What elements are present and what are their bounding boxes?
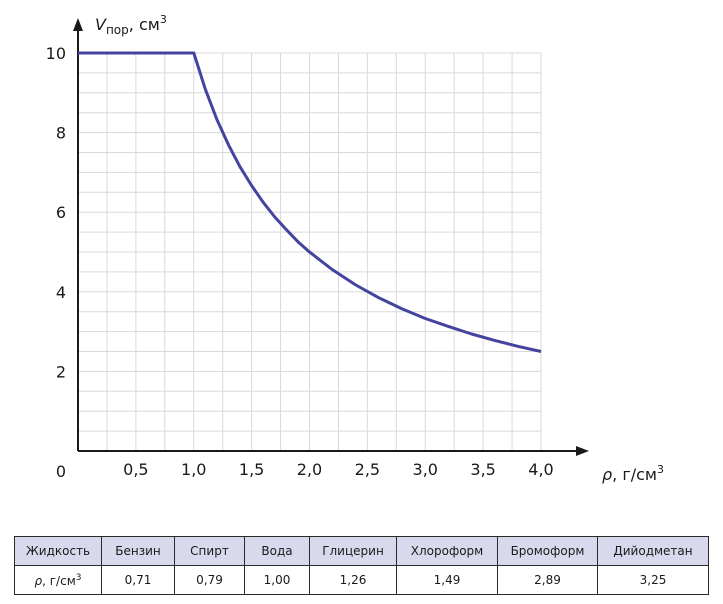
table-header-cell: Бензин — [101, 536, 175, 566]
liquid-density-table: Жидкость Бензин Спирт Вода Глицерин Хлор… — [14, 536, 709, 595]
table-cell: 1,00 — [244, 565, 310, 595]
density-unit-sup: 3 — [75, 572, 82, 583]
table-header-cell: Спирт — [174, 536, 245, 566]
x-axis-arrow — [576, 446, 589, 456]
x-tick-label: 0,5 — [123, 460, 148, 479]
table-cell: 3,25 — [597, 565, 709, 595]
table-cell: 1,26 — [309, 565, 397, 595]
chart-grid — [78, 52, 542, 451]
table-cell: 0,79 — [174, 565, 245, 595]
x-tick-label: 4,0 — [528, 460, 553, 479]
density-volume-chart: 0,5 1,0 1,5 2,0 2,5 3,0 3,5 4,0 2 4 6 8 10 0 Vпор, с… — [46, 13, 664, 484]
table-row-label: ρ, г/см3 — [14, 565, 102, 595]
x-axis-unit: , г/см — [612, 465, 657, 484]
table-header-cell: Бромоформ — [497, 536, 598, 566]
x-tick-label: 2,0 — [297, 460, 322, 479]
x-tick-label: 3,5 — [470, 460, 495, 479]
table-row: ρ, г/см3 0,71 0,79 1,00 1,26 1,49 2,89 3… — [14, 565, 709, 595]
table-cell: 2,89 — [497, 565, 598, 595]
y-axis-arrow — [73, 18, 83, 31]
y-axis-symbol: V — [95, 15, 107, 34]
x-tick-label: 2,5 — [355, 460, 380, 479]
y-tick-label: 6 — [56, 203, 66, 222]
tick-labels: 0,5 1,0 1,5 2,0 2,5 3,0 3,5 4,0 2 4 6 8 10 — [46, 44, 554, 479]
x-axis-unit-sup: 3 — [657, 463, 664, 476]
y-tick-label: 2 — [56, 362, 66, 381]
y-axis-subscript: пор — [106, 23, 129, 37]
x-tick-label: 3,0 — [413, 460, 438, 479]
origin-label: 0 — [56, 462, 66, 481]
density-unit: , г/см — [42, 573, 76, 588]
y-axis-unit-sup: 3 — [160, 13, 167, 26]
table-header-row: Жидкость Бензин Спирт Вода Глицерин Хлор… — [14, 536, 709, 566]
table-header-cell: Жидкость — [14, 536, 102, 566]
x-tick-label: 1,0 — [181, 460, 206, 479]
y-axis-label: Vпор, см3 — [95, 13, 167, 37]
y-tick-label: 10 — [46, 44, 66, 63]
table-cell: 0,71 — [101, 565, 175, 595]
table-header-cell: Дийодметан — [597, 536, 709, 566]
x-axis-symbol: ρ — [602, 465, 612, 484]
density-symbol: ρ — [34, 573, 43, 588]
x-axis-label: ρ, г/см3 — [602, 463, 664, 484]
y-tick-label: 4 — [56, 283, 66, 302]
table-header-cell: Вода — [244, 536, 310, 566]
series-line-volume — [78, 51, 542, 353]
table-header-cell: Глицерин — [309, 536, 397, 566]
table-cell: 1,49 — [396, 565, 498, 595]
y-tick-label: 8 — [56, 124, 66, 143]
table-header-cell: Хлороформ — [396, 536, 498, 566]
y-axis-unit: , см — [129, 15, 160, 34]
x-tick-label: 1,5 — [239, 460, 264, 479]
